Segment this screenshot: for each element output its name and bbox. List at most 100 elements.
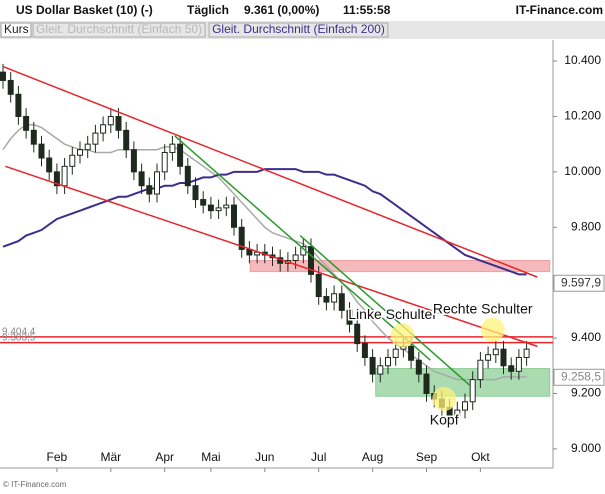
candle-body: [30, 129, 37, 145]
candle-body: [323, 296, 330, 303]
x-tick-label: Mai: [201, 450, 220, 464]
candle-body: [231, 204, 237, 228]
y-tick-label: 10.200: [564, 109, 601, 123]
candle-body: [469, 379, 476, 403]
candle-body: [169, 143, 176, 153]
candle-body: [69, 154, 76, 167]
quote: 9.361 (0,00%): [244, 3, 319, 17]
candle-body: [130, 149, 137, 173]
moving-average: [2, 124, 527, 381]
annotation: Kopf: [430, 412, 459, 428]
axis-marker: [553, 274, 605, 292]
candle-body: [138, 171, 145, 187]
candle-body: [192, 185, 199, 201]
candle-body: [354, 323, 361, 345]
candle-body: [523, 348, 530, 358]
horizontal-line-label: 9.383,5: [2, 332, 36, 343]
legend-box: [208, 22, 389, 38]
candle-body: [46, 157, 53, 173]
candle-body: [107, 115, 114, 126]
candle-body: [215, 207, 222, 212]
legend-box: [0, 22, 32, 38]
candle-body: [477, 359, 484, 381]
candle-body: [161, 151, 168, 173]
candle-body: [392, 348, 399, 358]
candle-body: [238, 226, 245, 250]
axis-marker: [553, 368, 605, 386]
zone: [249, 260, 551, 273]
zone: [375, 368, 551, 397]
candle-body: [377, 365, 384, 375]
candle-body: [84, 143, 91, 151]
interval: Täglich: [187, 3, 229, 17]
y-tick-label: 9.400: [571, 330, 601, 344]
highlight: [480, 317, 505, 342]
candle-body: [408, 345, 415, 361]
x-tick-label: Apr: [155, 450, 174, 464]
candle-body: [423, 373, 430, 394]
candle-body: [346, 309, 353, 325]
x-tick-label: Aug: [362, 450, 383, 464]
candle-body: [485, 354, 492, 361]
copyright: © IT-Finance.com: [3, 480, 67, 489]
x-tick-label: Feb: [47, 450, 68, 464]
candle-body: [100, 124, 107, 134]
candle-body: [315, 273, 322, 298]
chart-title: US Dollar Basket (10) (-): [16, 3, 153, 17]
candle-body: [92, 132, 99, 145]
candle-body: [462, 401, 468, 411]
candle-body: [177, 143, 184, 167]
candle-body: [184, 165, 191, 187]
axis-marker-label: 9.258,5: [561, 369, 601, 383]
candle-body: [361, 343, 368, 358]
x-tick-label: Okt: [471, 450, 490, 464]
y-tick-label: 9.200: [571, 386, 601, 400]
x-tick-label: Mär: [100, 450, 121, 464]
highlight: [390, 323, 415, 348]
y-tick-label: 9.800: [571, 219, 601, 233]
candle-body: [7, 79, 14, 95]
legend-entry: Gleit. Durchschnitt (Einfach 200): [212, 22, 385, 36]
legend-bar: [0, 21, 605, 39]
candle-body: [23, 115, 30, 131]
candle-body: [492, 348, 499, 356]
candle-body: [338, 293, 345, 311]
legend-entry: Gleit. Durchschnitt (Einfach 50): [36, 22, 202, 36]
candle-body: [0, 71, 6, 81]
candle-body: [77, 149, 83, 156]
candle-body: [508, 365, 515, 372]
candle-body: [123, 129, 130, 151]
candle-body: [207, 204, 214, 212]
x-tick-label: Jul: [311, 450, 326, 464]
candle-body: [53, 171, 60, 187]
candle-body: [385, 356, 391, 367]
candle-body: [15, 93, 22, 117]
y-tick-label: 10.000: [564, 164, 601, 178]
candle-body: [308, 246, 314, 275]
trendline: [299, 235, 471, 386]
candle-body: [500, 348, 507, 367]
y-tick-label: 9.000: [571, 441, 601, 455]
x-tick-label: Jun: [255, 450, 274, 464]
highlight: [432, 387, 457, 412]
trendline: [2, 65, 538, 278]
annotation: Linke Schulter: [348, 306, 437, 322]
candle-body: [146, 185, 153, 195]
candle-body: [415, 359, 422, 375]
candle-body: [38, 143, 45, 159]
candle-body: [292, 254, 299, 262]
axis-marker-label: 9.597,9: [561, 275, 601, 289]
x-tick-label: Sep: [416, 450, 438, 464]
candle-body: [454, 409, 461, 417]
y-tick-label: 10.400: [564, 53, 601, 67]
time: 11:55:58: [343, 3, 391, 17]
candle-body: [369, 356, 376, 375]
legend-price: Kurs: [4, 22, 29, 36]
candle-body: [154, 171, 160, 195]
horizontal-line-label: 9.404,4: [2, 326, 36, 337]
annotation: Rechte Schulter: [433, 300, 533, 316]
candle-body: [61, 165, 68, 187]
trendline: [5, 165, 538, 348]
candle-body: [223, 204, 230, 209]
